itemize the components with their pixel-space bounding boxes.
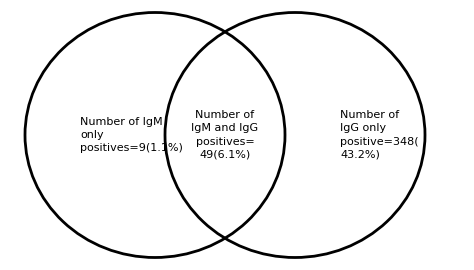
- Text: Number of
IgM and IgG
positives=
49(6.1%): Number of IgM and IgG positives= 49(6.1%…: [191, 110, 258, 160]
- Text: Number of IgM
only
positives=9(1.1%): Number of IgM only positives=9(1.1%): [80, 117, 183, 153]
- Text: Number of
IgG only
positive=348(
43.2%): Number of IgG only positive=348( 43.2%): [340, 110, 419, 160]
